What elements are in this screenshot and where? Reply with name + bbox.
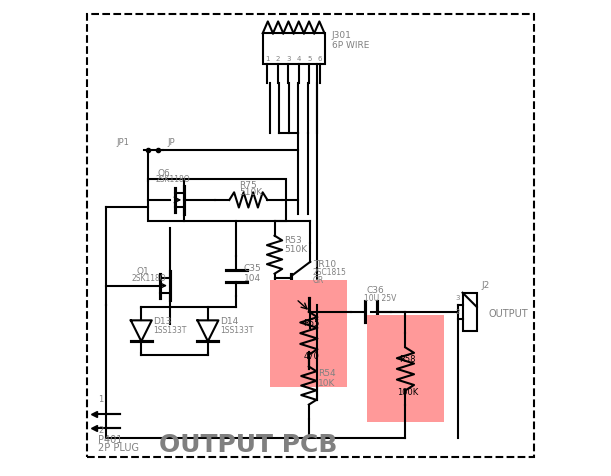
Text: 2SK118O: 2SK118O <box>132 274 166 283</box>
Text: 1: 1 <box>98 395 104 404</box>
Text: 470: 470 <box>303 352 319 361</box>
Text: 1SS133T: 1SS133T <box>220 326 253 335</box>
Text: 1: 1 <box>265 56 269 62</box>
Text: 6: 6 <box>318 56 322 62</box>
Text: 510K: 510K <box>284 245 307 254</box>
Text: 2: 2 <box>98 426 104 435</box>
Text: Q6: Q6 <box>158 169 170 178</box>
Text: 4: 4 <box>297 56 301 62</box>
Text: J301: J301 <box>332 31 351 40</box>
Text: OUTPUT PCB: OUTPUT PCB <box>159 433 337 457</box>
Text: D13: D13 <box>153 317 172 326</box>
Text: JP1: JP1 <box>117 138 130 147</box>
Bar <box>263 33 324 64</box>
Text: Q1: Q1 <box>136 267 149 276</box>
Text: 6P WIRE: 6P WIRE <box>332 40 369 50</box>
Text: 2SK118O: 2SK118O <box>156 175 190 184</box>
Text: 104: 104 <box>244 274 261 283</box>
Text: JP: JP <box>167 138 175 147</box>
Text: TR10: TR10 <box>313 259 336 268</box>
Text: D14: D14 <box>220 317 238 326</box>
Text: 2SC1815: 2SC1815 <box>313 268 346 277</box>
Text: 10U 25V: 10U 25V <box>364 294 397 303</box>
Text: OUTPUT: OUTPUT <box>489 308 529 318</box>
Text: 10K: 10K <box>318 378 335 387</box>
Text: 100K: 100K <box>397 388 419 397</box>
Text: GR: GR <box>313 276 324 285</box>
Text: 510K: 510K <box>239 188 262 197</box>
Text: R54: R54 <box>318 369 336 378</box>
Bar <box>463 293 477 331</box>
Text: 5: 5 <box>307 56 312 62</box>
Text: R53: R53 <box>284 236 302 245</box>
Text: R58: R58 <box>400 355 416 364</box>
Text: 2P PLUG: 2P PLUG <box>98 443 139 453</box>
Text: C35: C35 <box>244 264 262 273</box>
Text: R55: R55 <box>303 319 320 328</box>
Bar <box>270 280 348 387</box>
Text: 3: 3 <box>286 56 291 62</box>
Text: J2: J2 <box>481 281 490 290</box>
Text: 2: 2 <box>276 56 280 62</box>
Text: 3: 3 <box>455 295 460 301</box>
Text: 1SS133T: 1SS133T <box>153 326 186 335</box>
Bar <box>367 315 444 423</box>
Text: 2: 2 <box>455 309 460 315</box>
Text: P401: P401 <box>98 435 123 445</box>
Text: R75: R75 <box>239 181 257 190</box>
Bar <box>148 178 287 221</box>
Text: C36: C36 <box>367 286 384 295</box>
